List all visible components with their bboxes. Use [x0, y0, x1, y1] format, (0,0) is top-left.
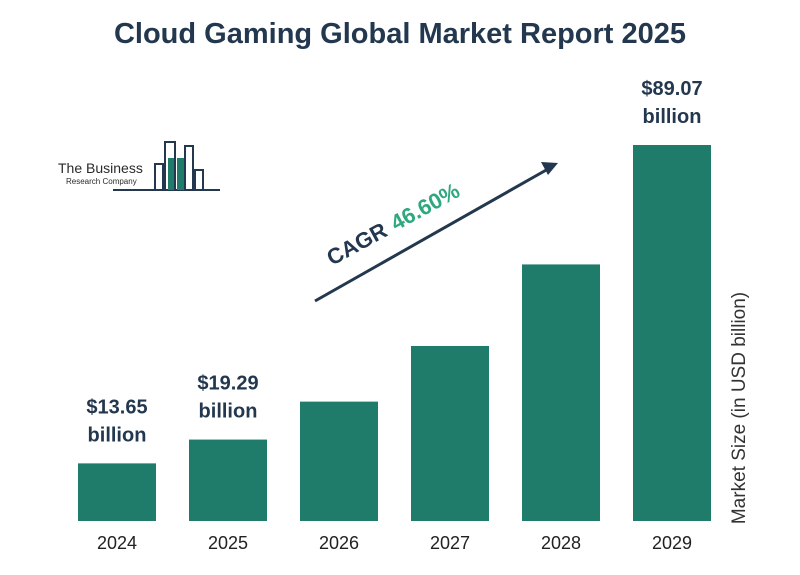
- logo-bars-icon: [113, 141, 220, 191]
- x-tick-2029: 2029: [652, 533, 692, 553]
- bars-group: [78, 145, 711, 521]
- company-logo: The Business Research Company: [58, 140, 228, 196]
- bar-2024: [78, 463, 156, 521]
- data-label-2029-line1: $89.07: [641, 78, 702, 100]
- x-tick-labels: 2024 2025 2026 2027 2028 2029: [97, 533, 692, 553]
- bar-2029: [633, 145, 711, 521]
- data-label-2025-line1: $19.29: [197, 373, 258, 395]
- y-axis-label: Market Size (in USD billion): [729, 291, 750, 525]
- x-tick-2025: 2025: [208, 533, 248, 553]
- data-label-2025-line2: billion: [199, 401, 258, 423]
- bar-2026: [300, 401, 378, 521]
- x-tick-2028: 2028: [541, 533, 581, 553]
- x-tick-2027: 2027: [430, 533, 470, 553]
- cagr-arrow-line: [314, 167, 549, 303]
- cagr-arrow-head: [541, 162, 558, 175]
- data-label-2024-line2: billion: [88, 424, 147, 446]
- data-label-2024-line1: $13.65: [86, 396, 147, 418]
- cagr-annotation: CAGR46.60%: [314, 162, 558, 303]
- data-labels: $13.65 billion $19.29 billion $89.07 billion: [86, 78, 702, 446]
- data-label-2029-line2: billion: [643, 106, 702, 128]
- logo-text-line1: The Business: [58, 160, 143, 176]
- bar-2027: [411, 345, 489, 521]
- x-tick-2024: 2024: [97, 533, 137, 553]
- chart-title: Cloud Gaming Global Market Report 2025: [113, 18, 687, 50]
- cagr-value: 46.60%: [386, 178, 463, 236]
- bar-2025: [189, 439, 267, 521]
- bar-2028: [522, 264, 600, 521]
- logo-text-line2: Research Company: [66, 177, 137, 186]
- x-tick-2026: 2026: [319, 533, 359, 553]
